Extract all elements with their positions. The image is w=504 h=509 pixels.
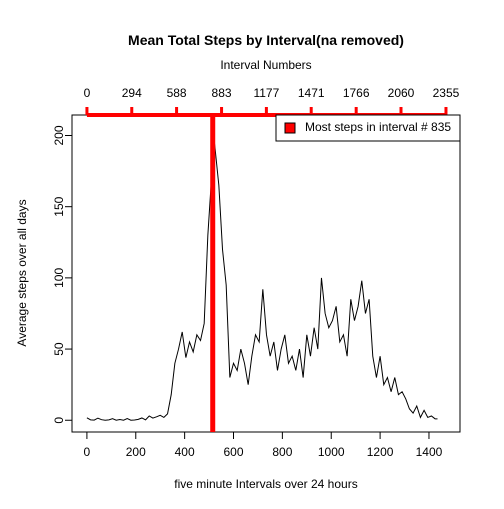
x-tick-label: 200 (126, 445, 146, 459)
y-tick-label: 0 (52, 417, 66, 424)
x-axis-label: five minute Intervals over 24 hours (174, 477, 357, 491)
x-tick-label: 800 (272, 445, 292, 459)
data-line (86, 126, 438, 421)
y-tick-label: 50 (52, 342, 66, 356)
y-axis-label: Average steps over all days (15, 199, 29, 346)
x-tick-label: 1000 (318, 445, 345, 459)
x-tick-label: 1200 (367, 445, 394, 459)
x2-tick-label: 2060 (388, 86, 415, 100)
x2-tick-label: 0 (84, 86, 91, 100)
legend-box (275, 114, 461, 142)
x-tick-label: 0 (84, 445, 91, 459)
x2-axis-label: Interval Numbers (220, 58, 311, 72)
x2-tick-label: 1471 (298, 86, 325, 100)
x2-tick-label: 2355 (433, 86, 460, 100)
x-tick-label: 400 (175, 445, 195, 459)
x2-tick-label: 1177 (253, 86, 279, 100)
y-tick-label: 200 (52, 125, 66, 145)
x2-tick-label: 1766 (343, 86, 370, 100)
x-tick-label: 600 (223, 445, 243, 459)
x-tick-label: 1400 (416, 445, 443, 459)
y-tick-label: 100 (52, 268, 66, 288)
y-tick-label: 150 (52, 196, 66, 216)
x2-tick-label: 883 (212, 86, 232, 100)
legend-label: Most steps in interval # 835 (305, 120, 451, 134)
x2-tick-label: 294 (122, 86, 142, 100)
plot-box (71, 114, 461, 433)
legend-swatch (284, 122, 296, 134)
x2-tick-label: 588 (167, 86, 187, 100)
chart-title: Mean Total Steps by Interval(na removed) (128, 32, 404, 48)
